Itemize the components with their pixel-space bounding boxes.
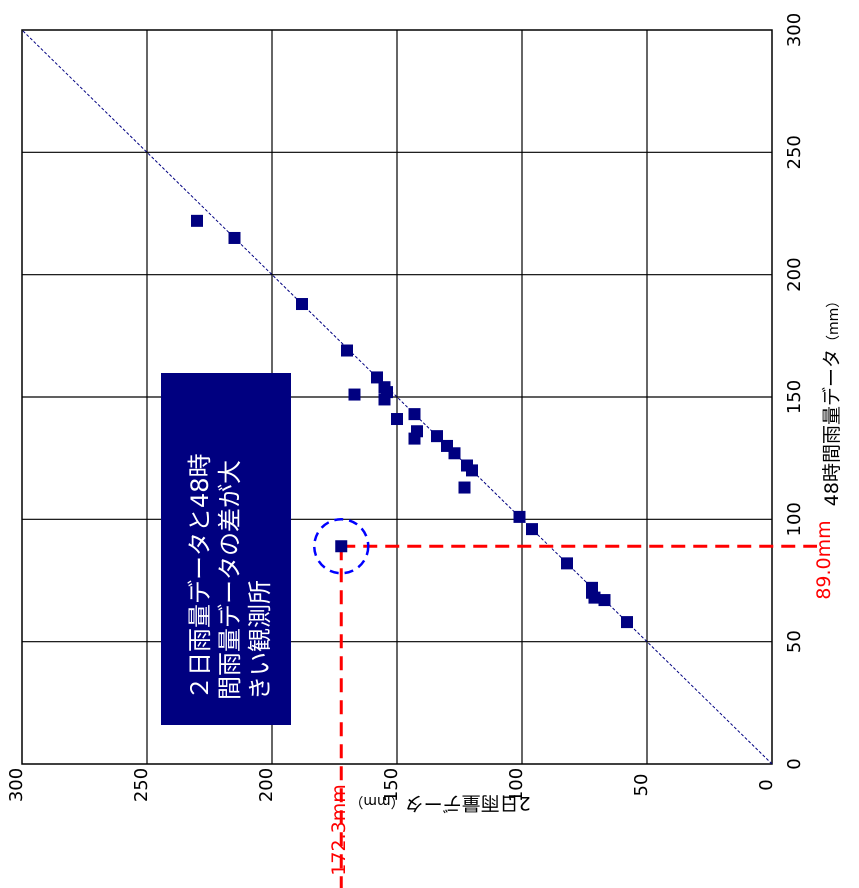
x-tick-label: 0 xyxy=(784,758,805,769)
x-tick-label: 250 xyxy=(784,135,805,169)
data-point xyxy=(378,381,391,394)
highlight-guide-lines xyxy=(339,544,817,888)
y-tick-label: 0 xyxy=(756,779,777,790)
x-tick-label: 50 xyxy=(784,630,805,653)
x-tick-label: 150 xyxy=(784,380,805,414)
highlight-x-value-label: 89.0mm xyxy=(813,520,835,599)
data-point xyxy=(586,581,598,594)
data-point xyxy=(296,298,308,311)
data-point xyxy=(228,231,241,244)
y-tick-label: 200 xyxy=(256,768,277,802)
data-point xyxy=(458,481,471,494)
data-point xyxy=(526,523,538,536)
x-tick-label: 300 xyxy=(784,13,805,47)
y-axis-tick-labels: 0 50 100 150 200 250 300 xyxy=(6,768,777,802)
data-point xyxy=(408,408,421,421)
y-tick-label: 150 xyxy=(381,768,402,802)
annotation-box-bg xyxy=(161,373,291,725)
y-tick-label: 50 xyxy=(631,774,652,797)
data-point xyxy=(513,510,526,523)
data-point xyxy=(191,214,203,227)
data-point xyxy=(371,371,383,384)
x-tick-label: 100 xyxy=(784,502,805,536)
data-point xyxy=(348,388,361,401)
x-tick-label: 200 xyxy=(784,257,805,291)
x-axis-title: 48時間雨量データ（mm） xyxy=(821,294,843,506)
data-point xyxy=(411,425,423,438)
y-tick-label: 100 xyxy=(506,768,527,802)
axis-labels: 48時間雨量データ（mm） 2日雨量データ（mm） 89.0mm 172.3mm xyxy=(328,294,843,876)
data-point xyxy=(621,616,633,629)
data-point xyxy=(461,459,473,472)
annotation-box: ２日雨量データと48時 間雨量データの差が大 きい観測所 xyxy=(161,373,291,725)
y-tick-label: 250 xyxy=(131,768,152,802)
highlight-circle-ring xyxy=(313,517,370,575)
data-point xyxy=(335,540,348,553)
data-point xyxy=(431,430,443,443)
y-tick-label: 300 xyxy=(6,768,27,802)
annotation-line: きい観測所 xyxy=(246,580,274,700)
data-points xyxy=(191,214,633,629)
x-axis-tick-labels: 0 50 100 150 200 250 300 xyxy=(784,13,805,770)
data-point xyxy=(598,594,611,607)
data-point xyxy=(341,344,353,357)
y-axis-title: 2日雨量データ（mm） xyxy=(349,792,530,814)
data-point xyxy=(561,557,573,570)
highlight-circle xyxy=(313,517,370,575)
data-point xyxy=(441,439,453,452)
annotation-line: ２日雨量データと48時 xyxy=(186,453,214,700)
data-point xyxy=(391,413,403,426)
highlight-y-value-label: 172.3mm xyxy=(328,784,350,875)
annotation-line: 間雨量データの差が大 xyxy=(216,460,244,700)
